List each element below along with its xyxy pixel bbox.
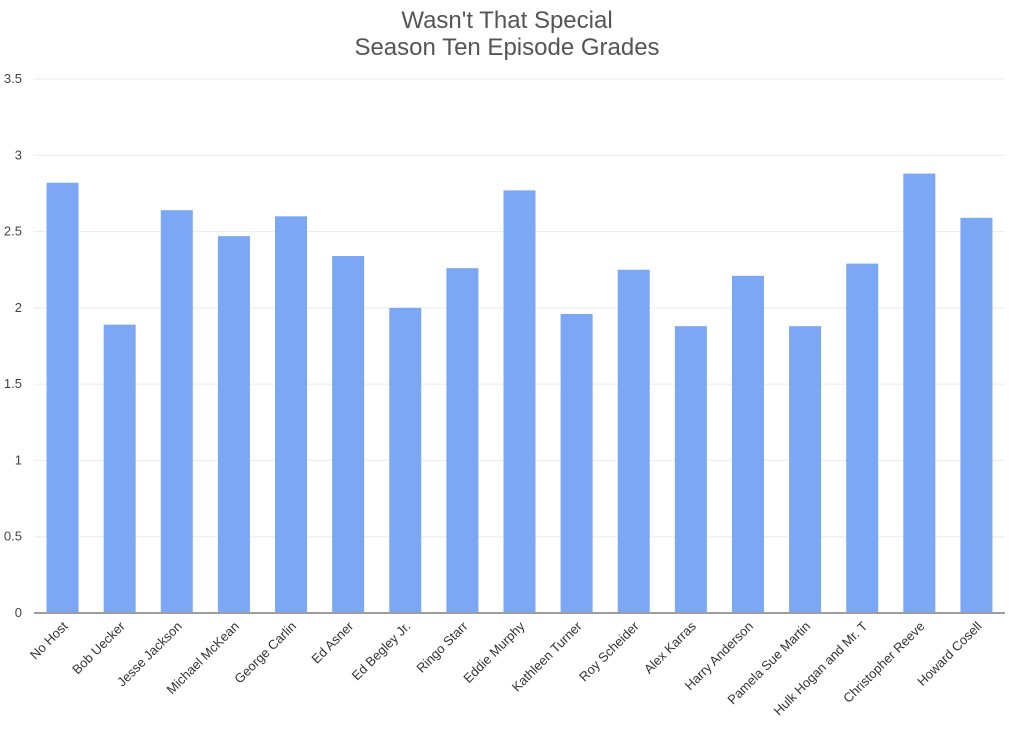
chart-title-line-2: Season Ten Episode Grades (354, 34, 659, 61)
bar (103, 324, 136, 613)
bar (275, 216, 308, 614)
bar (731, 275, 764, 613)
y-tick-label: 3.5 (4, 71, 22, 86)
bars (46, 173, 993, 614)
chart-title-line-1: Wasn't That Special (401, 7, 612, 34)
y-axis-ticks: 0 0.5 1 1.5 2 2.5 3 3.5 (4, 71, 22, 620)
bar (46, 182, 79, 613)
x-tick-label: Ringo Starr (413, 618, 471, 676)
y-tick-label: 0 (15, 605, 22, 620)
y-tick-label: 1 (15, 452, 22, 467)
x-tick-label: Hulk Hogan and Mr. T (770, 618, 870, 718)
bar (217, 236, 250, 614)
x-tick-label: Ed Asner (308, 618, 356, 666)
bar (160, 210, 193, 613)
bar (560, 313, 593, 613)
bar (389, 307, 422, 613)
x-tick-label: Ed Begley Jr. (349, 619, 414, 684)
bar (846, 263, 879, 613)
x-tick-label: Alex Karras (641, 618, 699, 676)
bar (960, 217, 993, 613)
y-tick-label: 3 (15, 147, 22, 162)
bar (446, 268, 479, 613)
y-tick-label: 2 (15, 300, 22, 315)
bar (903, 173, 936, 613)
bar (617, 269, 650, 613)
y-tick-label: 2.5 (4, 224, 22, 239)
x-tick-label: Bob Uecker (69, 618, 128, 677)
bar (332, 255, 365, 614)
bar (503, 190, 536, 613)
bar (789, 326, 822, 613)
y-tick-label: 1.5 (4, 376, 22, 391)
x-tick-label: Roy Scheider (576, 618, 642, 684)
x-tick-label: No Host (27, 618, 71, 662)
bar (674, 326, 707, 613)
y-tick-label: 0.5 (4, 529, 22, 544)
